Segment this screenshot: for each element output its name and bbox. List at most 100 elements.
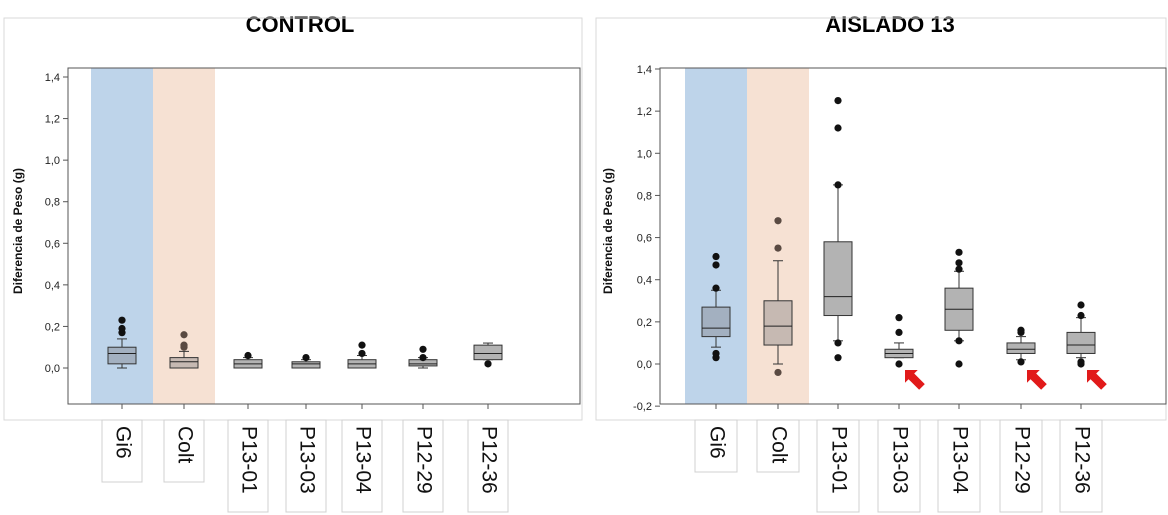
box-P12-36	[473, 344, 503, 361]
outlier-point	[834, 181, 842, 189]
category-label: P12-36	[1070, 426, 1093, 494]
outlier-point	[834, 97, 842, 105]
y-tick-label: 1,0	[45, 155, 60, 167]
plot-area	[67, 67, 581, 405]
category-label: Colt	[767, 426, 790, 464]
outlier-point	[895, 360, 903, 368]
category-label-box	[694, 419, 738, 473]
category-label: P13-03	[295, 426, 318, 494]
y-tick-label: 0,8	[45, 197, 60, 209]
red-arrow-shape	[1087, 370, 1107, 390]
box-Colt	[763, 300, 793, 346]
y-tick-label: 0,0	[637, 359, 652, 371]
red-arrow-P13-03	[905, 370, 925, 390]
category-label-box	[101, 419, 143, 483]
outlier-point	[118, 316, 126, 324]
box-P12-29	[1006, 342, 1036, 354]
red-arrow-P12-29	[1027, 370, 1047, 390]
y-tick-label: 0,0	[45, 363, 60, 375]
category-label: Gi6	[705, 426, 728, 459]
outlier-point	[955, 259, 963, 267]
category-label-box	[816, 419, 860, 513]
outlier-point	[955, 337, 963, 345]
category-label-box	[227, 419, 269, 513]
outlier-point	[358, 349, 366, 358]
category-label-box	[163, 419, 205, 483]
plot-area	[659, 67, 1167, 405]
box-Gi6	[107, 346, 137, 365]
category-label-box	[467, 419, 509, 513]
category-label-box	[1059, 419, 1103, 513]
outlier-point	[180, 341, 188, 349]
outlier-point	[118, 324, 126, 333]
category-label-box	[285, 419, 327, 513]
outlier-point	[834, 354, 842, 362]
category-label: P13-01	[827, 426, 850, 494]
category-label: Colt	[173, 426, 196, 464]
category-label-box	[402, 419, 444, 513]
box-P13-03	[291, 361, 321, 369]
box-Gi6	[701, 306, 731, 338]
y-tick-label: 0,2	[637, 317, 652, 329]
y-tick-label: 1,2	[637, 106, 652, 118]
outlier-point	[774, 217, 782, 225]
red-arrow-P12-36	[1087, 370, 1107, 390]
outlier-point	[244, 351, 252, 360]
category-label: P13-04	[351, 426, 374, 494]
red-arrow-shape	[1027, 370, 1047, 390]
outlier-point	[774, 244, 782, 252]
category-label: P13-01	[237, 426, 260, 494]
outlier-point	[1077, 358, 1085, 366]
outlier-point	[419, 345, 427, 353]
outlier-point	[712, 252, 720, 261]
category-label-box	[999, 419, 1043, 513]
outlier-point	[834, 339, 842, 347]
category-label: P12-29	[412, 426, 435, 494]
red-arrow-shape	[905, 370, 925, 390]
y-tick-label: 0,2	[45, 321, 60, 333]
chart-panel-2: -0,2 0,0 0,2 0,4 0,6 0,8 1,0 1,2 1,4 Diferencia d…	[595, 17, 1167, 513]
category-label-box	[756, 419, 800, 473]
y-tick-label: 0,8	[637, 190, 652, 202]
outlier-point	[955, 360, 963, 368]
box-Colt	[169, 357, 199, 369]
y-axis-label: Diferencia de Peso (g)	[601, 168, 615, 294]
y-tick-label: 1,0	[637, 148, 652, 160]
y-tick-label: 0,6	[45, 238, 60, 250]
y-tick-label: 0,4	[637, 275, 652, 287]
outlier-point	[774, 368, 782, 377]
highlight-band	[685, 68, 747, 404]
category-label-box	[341, 419, 383, 513]
outlier-point	[955, 248, 963, 256]
outlier-point	[1077, 301, 1085, 309]
outlier-point	[1077, 311, 1085, 320]
outlier-point	[1017, 326, 1025, 334]
outlier-point	[419, 354, 427, 362]
chart-title-control: CONTROL	[245, 12, 355, 37]
chart-title-aislado-13: AISLADO 13	[825, 12, 955, 37]
category-label: P12-36	[477, 426, 500, 494]
outlier-point	[895, 328, 903, 336]
outlier-point	[955, 265, 963, 273]
category-label-box	[877, 419, 921, 513]
outlier-point	[180, 331, 188, 339]
outlier-point	[358, 341, 366, 349]
outlier-point	[895, 314, 903, 322]
y-tick-label: 1,4	[637, 64, 652, 76]
chart-panel-1: 0,0 0,2 0,4 0,6 0,8 1,0 1,2 1,4 Diferencia de Pe…	[3, 17, 583, 513]
y-tick-label: 0,6	[637, 233, 652, 245]
outlier-point	[834, 124, 842, 132]
y-axis-label: Diferencia de Peso (g)	[11, 168, 25, 294]
box-P12-36	[1066, 331, 1096, 354]
category-label: P13-04	[948, 426, 971, 494]
outlier-point	[712, 284, 720, 292]
category-label: Gi6	[111, 426, 134, 459]
category-label: P12-29	[1010, 426, 1033, 494]
y-tick-label: 1,2	[45, 114, 60, 126]
box-P13-01	[823, 241, 853, 317]
y-tick-label: 1,4	[45, 72, 60, 84]
outlier-point	[302, 354, 310, 362]
category-label: P13-03	[888, 426, 911, 494]
outlier-point	[1017, 358, 1025, 366]
